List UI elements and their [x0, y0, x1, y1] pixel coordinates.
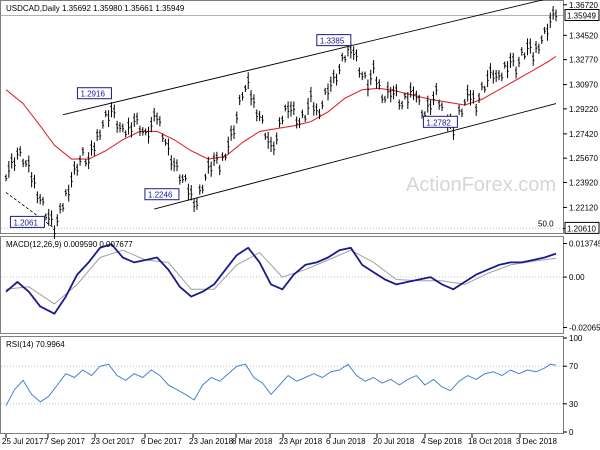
last-price-value: 1.35949 — [567, 11, 596, 20]
price-tick-label: 1.34520 — [569, 31, 598, 40]
macd-line — [5, 243, 557, 315]
macd-header: MACD(12,26,9) 0.009590 0.007677 — [6, 240, 133, 249]
rsi-tick-label: 100 — [569, 334, 583, 343]
rsi-panel — [0, 336, 564, 434]
price-layer: 1.2916 1.3385 1.2246 1.2782 1.2061 — [4, 0, 558, 239]
annotation-label: 1.2246 — [148, 191, 173, 200]
level-value-tag — [564, 221, 600, 234]
x-tick-label: 3 Dec 2018 — [516, 437, 557, 446]
annotation-box — [76, 87, 112, 100]
macd-signal-line — [5, 249, 557, 305]
annotation-box — [422, 115, 458, 128]
x-tick-label: 8 Mar 2018 — [232, 437, 273, 446]
x-tick-label: 7 Sep 2017 — [44, 437, 85, 446]
annotation-box — [144, 188, 180, 201]
macd-tick-label: 0.013745 — [569, 240, 600, 249]
annotation-box — [316, 34, 352, 47]
price-tick-label: 1.25670 — [569, 154, 598, 163]
x-tick-label: 6 Dec 2017 — [141, 437, 182, 446]
price-tick-label: 1.27420 — [569, 130, 598, 139]
channel-upper-line — [62, 0, 545, 116]
price-tick-label: 1.36720 — [569, 1, 598, 10]
price-tick-label: 1.23920 — [569, 178, 598, 187]
macd-layer — [5, 243, 557, 315]
macd-panel — [0, 236, 564, 334]
x-tick-label: 25 Jul 2017 — [2, 437, 44, 446]
price-tick-label: 1.30970 — [569, 81, 598, 90]
annotation-label: 1.2061 — [13, 218, 38, 227]
annotation-box — [9, 215, 45, 228]
rsi-tick-label: 30 — [569, 400, 578, 409]
rsi-line — [5, 363, 557, 406]
price-tick-label: 1.22120 — [569, 203, 598, 212]
x-tick-label: 23 Jan 2018 — [189, 437, 234, 446]
grid-layer: 50.0 — [1, 14, 563, 405]
level-label: 50.0 — [538, 219, 554, 228]
watermark: ActionForex.com — [406, 174, 556, 196]
support-line — [5, 192, 55, 229]
rsi-tick-label: 70 — [569, 362, 578, 371]
price-tick-label: 1.29220 — [569, 105, 598, 114]
price-tick-label: 1.32770 — [569, 56, 598, 65]
x-tick-label: 6 Jun 2018 — [326, 437, 366, 446]
annotation-label: 1.3385 — [320, 37, 345, 46]
last-price-tag — [564, 8, 600, 21]
annotation-label: 1.2916 — [80, 90, 105, 99]
rsi-header: RSI(14) 70.9964 — [6, 340, 65, 349]
channel-lower-line — [154, 103, 557, 210]
x-tick-label: 20 Jul 2018 — [373, 437, 415, 446]
macd-tick-label: -0.020652 — [569, 323, 600, 332]
rsi-layer — [5, 363, 557, 406]
x-tick-label: 18 Oct 2018 — [468, 437, 512, 446]
rsi-tick-label: 0 — [569, 428, 574, 437]
x-tick-label: 4 Sep 2018 — [421, 437, 462, 446]
price-header: USDCAD,Daily 1.35692 1.35980 1.35661 1.3… — [6, 4, 185, 13]
x-tick-label: 23 Oct 2017 — [91, 437, 135, 446]
x-tick-label: 23 Apr 2018 — [279, 437, 323, 446]
annotation-label: 1.2782 — [426, 118, 451, 127]
level-value-text: 1.20610 — [567, 224, 596, 233]
macd-tick-label: 0.00 — [569, 273, 585, 282]
